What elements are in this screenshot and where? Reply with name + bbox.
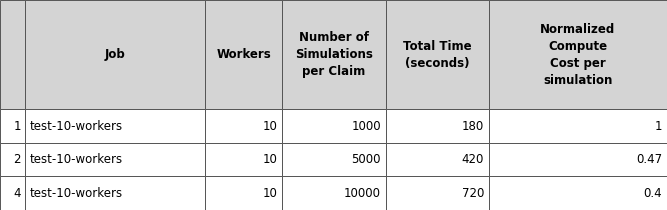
Bar [25,143,205,176]
Bar [0,109,25,143]
Text: 4: 4 [13,187,21,200]
Bar [282,143,386,176]
Bar [205,143,282,176]
Text: Workers: Workers [216,48,271,61]
Bar [282,176,386,210]
Bar [489,0,667,109]
Text: 5000: 5000 [352,153,381,166]
Bar [0,143,25,176]
Text: Number of
Simulations
per Claim: Number of Simulations per Claim [295,31,373,78]
Text: 10: 10 [263,119,277,133]
Text: 2: 2 [13,153,21,166]
Text: 10000: 10000 [344,187,381,200]
Bar [489,109,667,143]
Bar [489,143,667,176]
Text: test-10-workers: test-10-workers [30,187,123,200]
Text: Total Time
(seconds): Total Time (seconds) [403,40,472,70]
Bar [489,176,667,210]
Bar [0,0,25,109]
Bar [25,0,205,109]
Text: 1000: 1000 [352,119,381,133]
Text: 0.4: 0.4 [644,187,662,200]
Bar [205,176,282,210]
Text: 420: 420 [462,153,484,166]
Text: 10: 10 [263,187,277,200]
Bar [25,176,205,210]
Text: Job: Job [105,48,126,61]
Bar [386,0,489,109]
Text: test-10-workers: test-10-workers [30,153,123,166]
Text: 0.47: 0.47 [636,153,662,166]
Bar [205,0,282,109]
Text: 10: 10 [263,153,277,166]
Bar [25,109,205,143]
Bar [0,176,25,210]
Bar [386,176,489,210]
Bar [386,143,489,176]
Text: test-10-workers: test-10-workers [30,119,123,133]
Text: 1: 1 [13,119,21,133]
Text: 1: 1 [655,119,662,133]
Bar [282,0,386,109]
Text: Normalized
Compute
Cost per
simulation: Normalized Compute Cost per simulation [540,23,616,87]
Text: 720: 720 [462,187,484,200]
Bar [386,109,489,143]
Text: 180: 180 [462,119,484,133]
Bar [282,109,386,143]
Bar [205,109,282,143]
